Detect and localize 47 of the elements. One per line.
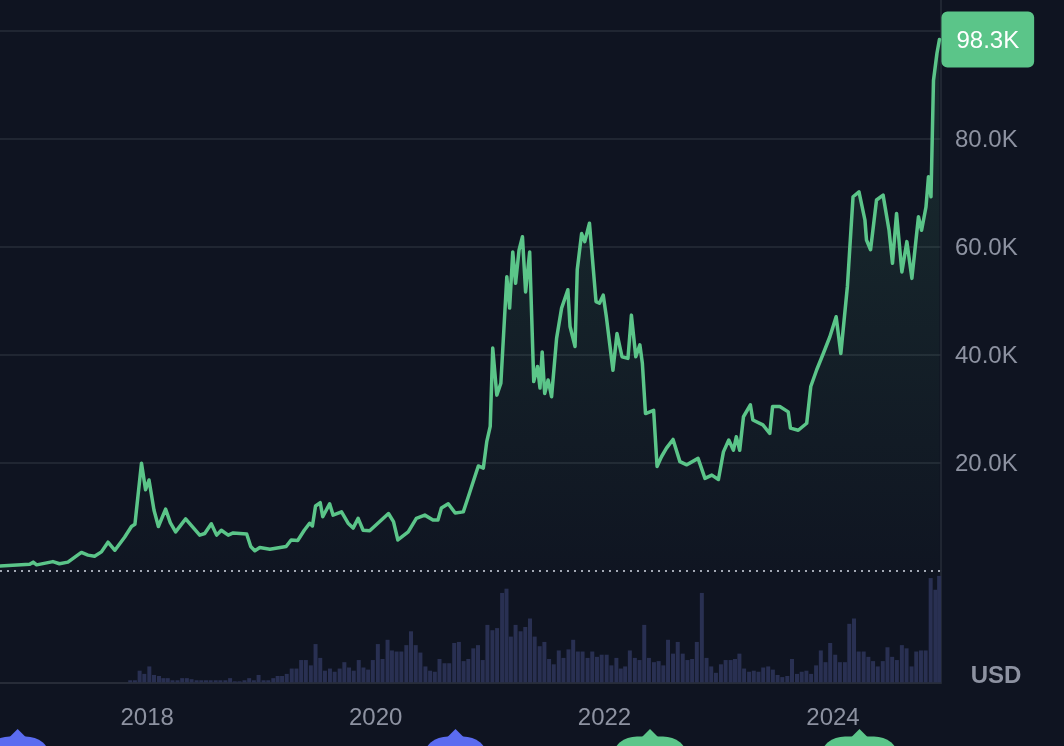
x-tick-label: 2018 (120, 702, 174, 730)
x-tick-label: 2022 (577, 702, 632, 730)
bar (775, 674, 780, 683)
y-tick-label: 40.0K (955, 341, 1018, 369)
bar (756, 671, 761, 683)
bar (914, 651, 919, 683)
bar (442, 663, 447, 683)
bar (937, 575, 942, 683)
bar (861, 651, 866, 683)
bar (280, 676, 285, 683)
bar (818, 650, 823, 683)
bar (313, 644, 318, 683)
bar (780, 677, 785, 683)
bar (737, 653, 742, 683)
bar (604, 654, 609, 683)
bar (289, 668, 294, 683)
y-tick-label: 60.0K (955, 232, 1018, 260)
bar (504, 588, 509, 683)
x-tick-label: 2024 (806, 702, 860, 730)
bar (928, 578, 933, 683)
y-axis-title: USD (970, 660, 1022, 688)
bar (804, 670, 809, 683)
bar (728, 660, 733, 683)
bar (161, 678, 166, 683)
bar (847, 623, 852, 683)
bar (799, 671, 804, 683)
bar (866, 656, 871, 683)
bar (751, 670, 756, 683)
bar (733, 658, 738, 683)
bar (342, 662, 347, 683)
data-label: 98.3K (956, 25, 1020, 53)
bar (590, 651, 595, 683)
bar (356, 660, 361, 683)
bar (885, 647, 890, 683)
bar (642, 624, 647, 683)
bar (542, 641, 547, 683)
bar (385, 639, 390, 683)
bar (275, 676, 280, 683)
bar (394, 651, 399, 683)
bar (137, 670, 142, 683)
y-tick-label: 80.0K (955, 124, 1018, 152)
bar (656, 661, 661, 683)
bar (556, 650, 561, 683)
x-tick-label: 2020 (348, 702, 403, 730)
bar (165, 678, 170, 683)
y-tick-label: 20.0K (955, 449, 1018, 477)
bar (485, 624, 490, 683)
